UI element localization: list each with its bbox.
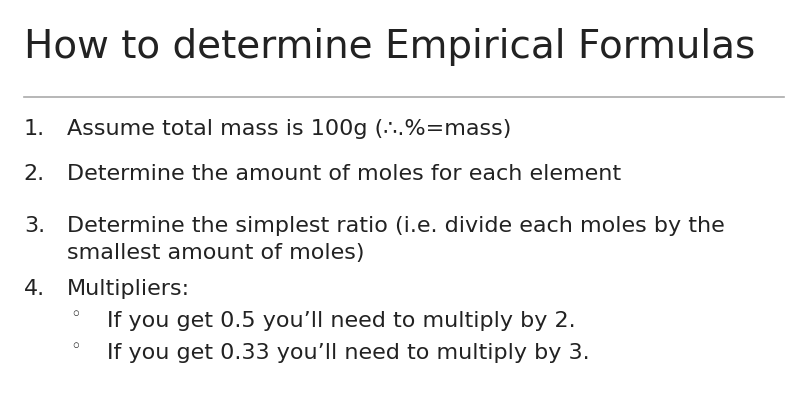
Text: Multipliers:: Multipliers:: [67, 279, 190, 299]
Text: ◦: ◦: [70, 306, 81, 324]
Text: 2.: 2.: [24, 164, 45, 185]
Text: How to determine Empirical Formulas: How to determine Empirical Formulas: [24, 28, 755, 66]
Text: If you get 0.33 you’ll need to multiply by 3.: If you get 0.33 you’ll need to multiply …: [107, 343, 589, 363]
Text: Determine the amount of moles for each element: Determine the amount of moles for each e…: [67, 164, 622, 185]
Text: Determine the simplest ratio (i.e. divide each moles by the
smallest amount of m: Determine the simplest ratio (i.e. divid…: [67, 216, 725, 263]
Text: ◦: ◦: [70, 338, 81, 356]
Text: 4.: 4.: [24, 279, 45, 299]
Text: Assume total mass is 100g (∴.%=mass): Assume total mass is 100g (∴.%=mass): [67, 119, 512, 139]
Text: 1.: 1.: [24, 119, 45, 139]
Text: If you get 0.5 you’ll need to multiply by 2.: If you get 0.5 you’ll need to multiply b…: [107, 311, 576, 331]
Text: 3.: 3.: [24, 216, 45, 236]
